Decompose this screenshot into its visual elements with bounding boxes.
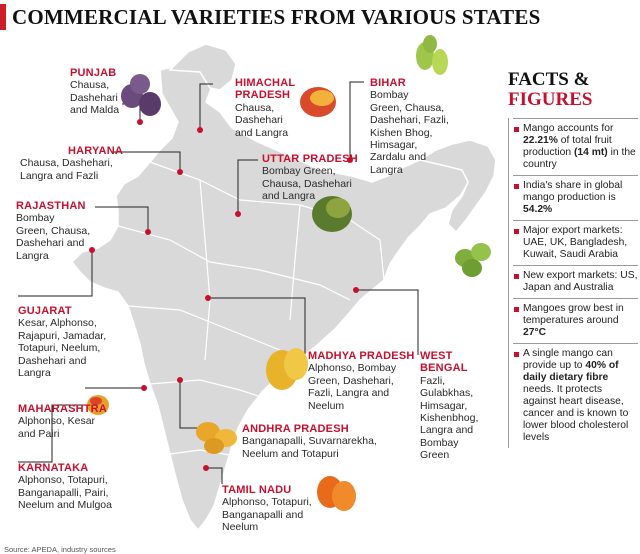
label-tamilnadu: TAMIL NADU Alphonso, Totapuri, Banganapa… <box>222 484 312 534</box>
source-note: Source: APEDA, industry sources <box>4 545 116 554</box>
facts-panel: FACTS & FIGURES Mango accounts for 22.21… <box>508 70 638 448</box>
varieties-haryana: Chausa, Dashehari, Langra and Fazli <box>20 157 113 182</box>
label-haryana: HARYANA Chausa, Dashehari, Langra and Fa… <box>20 145 123 182</box>
state-name-maharashtra: MAHARASHTRA <box>18 403 107 415</box>
fact-item: A single mango can provide up to 40% of … <box>513 343 638 448</box>
mango-tamilnadu <box>317 476 356 511</box>
varieties-uttar: Bombay Green, Chausa, Dashehari and Lang… <box>262 165 352 203</box>
marker-haryana <box>177 169 183 175</box>
mango-madhya <box>266 348 308 390</box>
varieties-gujarat: Kesar, Alphonso, Rajapuri, Jamadar, Tota… <box>18 317 107 380</box>
state-name-bihar: BIHAR <box>370 77 406 89</box>
varieties-karnataka: Alphonso, Totapuri, Banganapalli, Pairi,… <box>18 474 112 512</box>
state-name-haryana: HARYANA <box>68 145 123 157</box>
label-maharashtra: MAHARASHTRA Alphonso, Kesar and Pairi <box>18 403 107 440</box>
marker-madhya <box>205 295 211 301</box>
varieties-bihar: Bombay Green, Chausa, Dashehari, Fazli, … <box>370 89 449 176</box>
state-name-himachal: HIMACHAL PRADESH <box>235 77 296 102</box>
label-andhra: ANDHRA PRADESH Banganapalli, Suvarnarekh… <box>242 423 377 460</box>
marker-gujarat <box>89 247 95 253</box>
marker-rajasthan <box>145 229 151 235</box>
label-punjab: PUNJAB Chausa, Dashehari and Malda <box>70 67 119 117</box>
fact-item: Mangoes grow best in temperatures around… <box>513 298 638 343</box>
label-rajasthan: RAJASTHAN Bombay Green, Chausa, Dashehar… <box>16 200 90 262</box>
state-name-andhra: ANDHRA PRADESH <box>242 423 349 435</box>
facts-heading-line1: FACTS & <box>508 69 590 90</box>
varieties-punjab: Chausa, Dashehari and Malda <box>70 79 120 117</box>
marker-uttar <box>235 211 241 217</box>
marker-andhra <box>177 377 183 383</box>
varieties-andhra: Banganapalli, Suvarnarekha, Neelum and T… <box>242 435 377 460</box>
state-name-uttar: UTTAR PRADESH <box>262 153 358 165</box>
state-name-tamilnadu: TAMIL NADU <box>222 484 292 496</box>
fact-item: Mango accounts for 22.21% of total fruit… <box>513 118 638 175</box>
label-karnataka: KARNATAKA Alphonso, Totapuri, Banganapal… <box>18 462 112 512</box>
mango-andhra <box>196 422 237 454</box>
marker-punjab <box>137 119 143 125</box>
mango-maharashtra <box>87 395 109 415</box>
varieties-himachal: Chausa, Dashehari and Langra <box>235 101 289 139</box>
fact-item: New export markets: US, Japan and Austra… <box>513 265 638 298</box>
label-westbengal: WEST BENGAL Fazli, Gulabkhas, Himsagar, … <box>420 350 478 462</box>
title-accent <box>0 4 6 30</box>
state-name-punjab: PUNJAB <box>70 67 117 79</box>
mango-westbengal <box>455 243 491 277</box>
state-name-westbengal: WEST BENGAL <box>420 350 468 375</box>
label-bihar: BIHAR Bombay Green, Chausa, Dashehari, F… <box>370 77 449 176</box>
label-himachal: HIMACHAL PRADESH Chausa, Dashehari and L… <box>235 77 295 139</box>
varieties-westbengal: Fazli, Gulabkhas, Himsagar, Kishenbhog, … <box>420 374 479 462</box>
state-name-rajasthan: RAJASTHAN <box>16 200 86 212</box>
fact-item: Major export markets: UAE, UK, Banglades… <box>513 220 638 265</box>
facts-list: Mango accounts for 22.21% of total fruit… <box>508 118 638 448</box>
marker-maharashtra <box>141 385 147 391</box>
northeast-region <box>418 139 497 234</box>
mango-himachal <box>300 87 336 117</box>
varieties-rajasthan: Bombay Green, Chausa, Dashehari and Lang… <box>16 212 91 262</box>
state-name-madhya: MADHYA PRADESH <box>308 350 415 362</box>
india-map <box>18 35 497 532</box>
label-uttar: UTTAR PRADESH Bombay Green, Chausa, Dash… <box>262 153 358 203</box>
varieties-madhya: Alphonso, Bombay Green, Dashehari, Fazli… <box>308 362 397 412</box>
north-region <box>168 43 237 91</box>
title-bar: COMMERCIAL VARIETIES FROM VARIOUS STATES <box>0 0 640 34</box>
varieties-tamilnadu: Alphonso, Totapuri, Banganapalli and Nee… <box>222 496 312 534</box>
fact-item: India's share in global mango production… <box>513 175 638 220</box>
state-name-gujarat: GUJARAT <box>18 305 72 317</box>
mango-bihar <box>416 35 448 75</box>
label-gujarat: GUJARAT Kesar, Alphonso, Rajapuri, Jamad… <box>18 305 106 379</box>
mango-punjab <box>121 74 161 116</box>
marker-westbengal <box>353 287 359 293</box>
marker-bihar <box>347 157 353 163</box>
state-name-karnataka: KARNATAKA <box>18 462 89 474</box>
mango-uttar <box>312 196 352 232</box>
label-madhya: MADHYA PRADESH Alphonso, Bombay Green, D… <box>308 350 415 412</box>
facts-heading-line2: FIGURES <box>508 89 593 110</box>
state-borders <box>117 161 386 456</box>
varieties-maharashtra: Alphonso, Kesar and Pairi <box>18 415 96 440</box>
marker-tamilnadu <box>203 465 209 471</box>
marker-himachal <box>197 127 203 133</box>
page-title: COMMERCIAL VARIETIES FROM VARIOUS STATES <box>12 5 541 29</box>
